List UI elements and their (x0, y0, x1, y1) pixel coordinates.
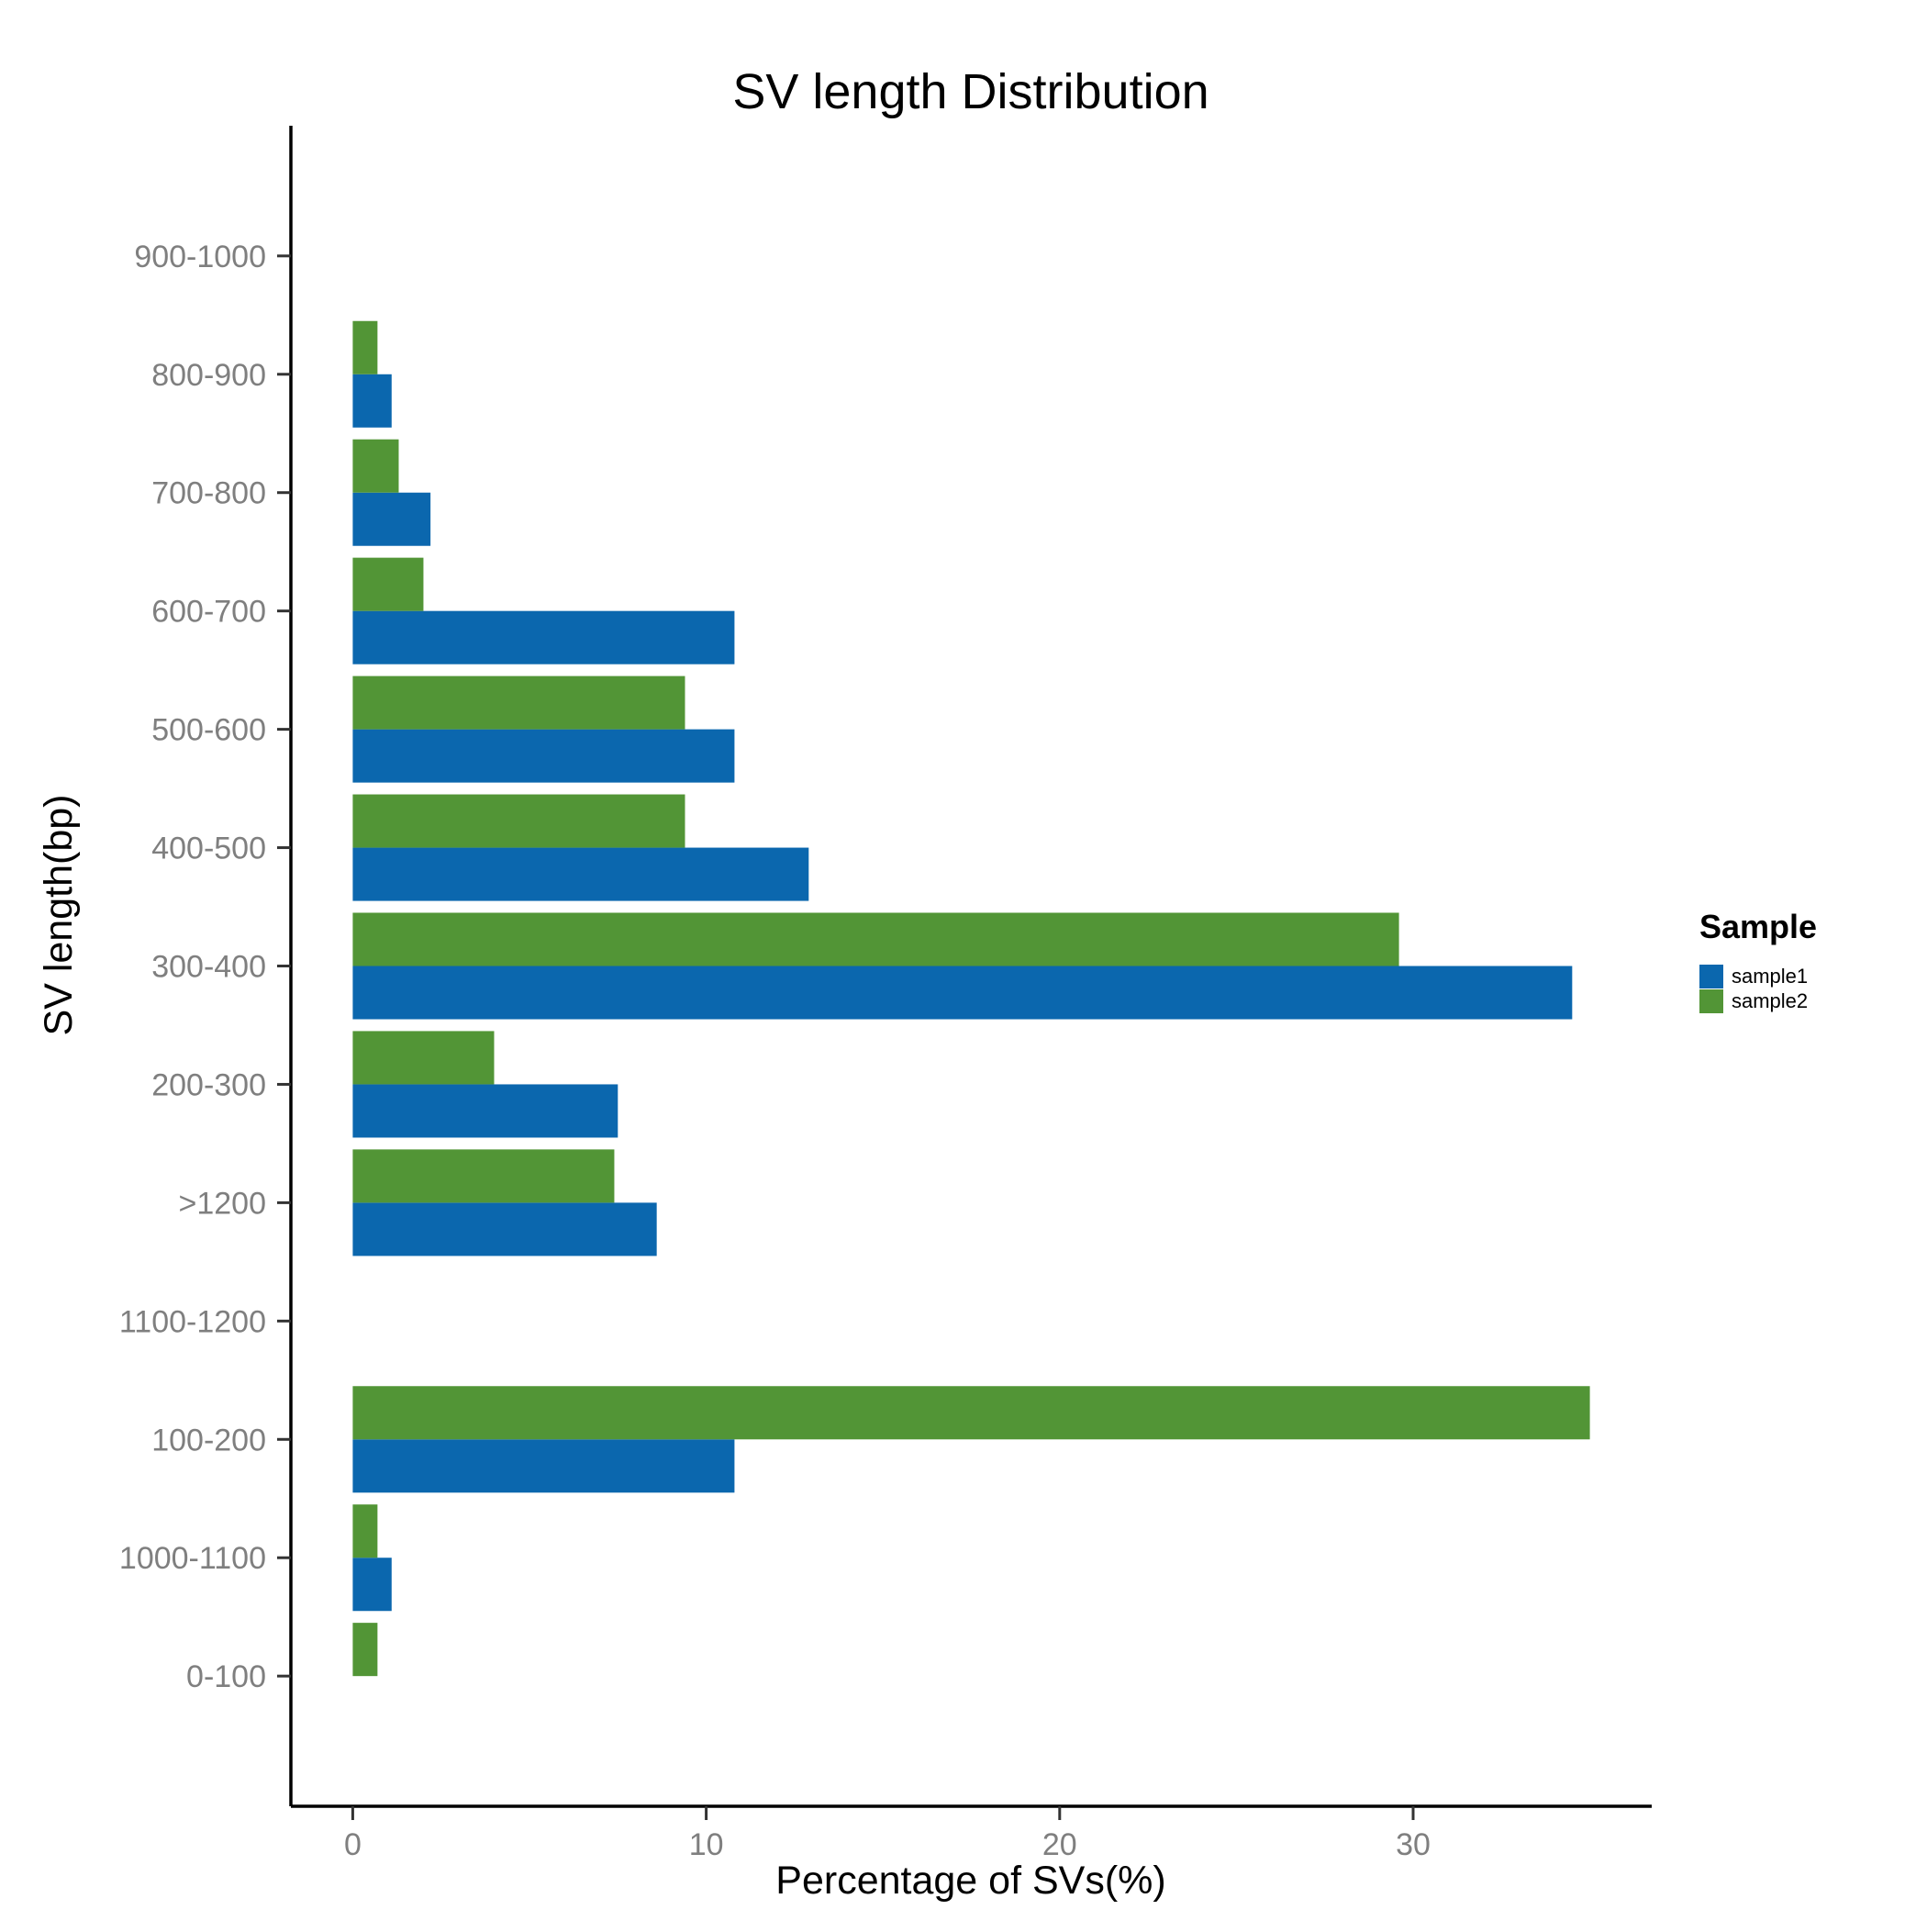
y-tick-label-2: 100-200 (151, 1423, 266, 1457)
bar-sample2-6 (352, 912, 1399, 966)
y-tick-label-7: 400-500 (151, 832, 266, 866)
bar-sample2-0 (352, 1623, 378, 1677)
bar-sample1-1 (352, 1558, 392, 1612)
legend-label-sample2: sample2 (1732, 989, 1808, 1012)
y-tick-label-12: 900-1000 (134, 240, 266, 274)
bar-sample1-2 (352, 1439, 735, 1493)
legend-swatch-sample1 (1699, 965, 1723, 988)
x-tick-label-0: 0 (344, 1827, 362, 1862)
y-tick-label-9: 600-700 (151, 595, 266, 630)
x-tick-label-1: 10 (689, 1827, 724, 1862)
bar-sample1-7 (352, 847, 809, 901)
bar-sample1-10 (352, 492, 431, 546)
bars-layer (352, 320, 1590, 1677)
bar-sample1-6 (352, 966, 1573, 1020)
y-tick-label-8: 500-600 (151, 713, 266, 748)
bar-sample2-1 (352, 1504, 378, 1558)
bar-sample1-4 (352, 1202, 657, 1256)
bar-sample2-10 (352, 439, 399, 493)
y-tick-label-1: 1000-1100 (119, 1541, 266, 1576)
y-tick-label-11: 800-900 (151, 358, 266, 393)
bar-sample2-2 (352, 1386, 1590, 1440)
legend-label-sample1: sample1 (1732, 965, 1808, 988)
bar-sample2-11 (352, 320, 378, 374)
bar-sample1-8 (352, 729, 735, 783)
bar-sample2-7 (352, 794, 685, 848)
legend-swatch-sample2 (1699, 989, 1723, 1013)
chart-title: SV length Distribution (732, 64, 1209, 119)
bar-sample2-5 (352, 1031, 495, 1085)
y-tick-label-3: 1100-1200 (119, 1304, 266, 1339)
y-tick-label-6: 300-400 (151, 950, 266, 985)
y-tick-label-4: >1200 (179, 1186, 267, 1221)
bar-sample1-5 (352, 1084, 618, 1138)
y-tick-label-5: 200-300 (151, 1067, 266, 1102)
x-tick-label-3: 30 (1396, 1827, 1431, 1862)
bar-sample1-9 (352, 610, 735, 664)
y-axis-title: SV length(bp) (37, 795, 81, 1036)
x-axis-title: Percentage of SVs(%) (775, 1859, 1165, 1903)
bar-sample2-9 (352, 557, 424, 611)
y-tick-label-10: 700-800 (151, 476, 266, 511)
bar-sample2-4 (352, 1149, 615, 1203)
bar-sample2-8 (352, 676, 685, 730)
legend-title: Sample (1699, 908, 1817, 945)
y-tick-label-0: 0-100 (186, 1659, 266, 1694)
bar-sample1-11 (352, 374, 392, 428)
x-tick-label-2: 20 (1042, 1827, 1077, 1862)
axes-layer: 0-100 1000-1100 100-200 1100-1200 >1200 200-3… (119, 126, 1652, 1862)
